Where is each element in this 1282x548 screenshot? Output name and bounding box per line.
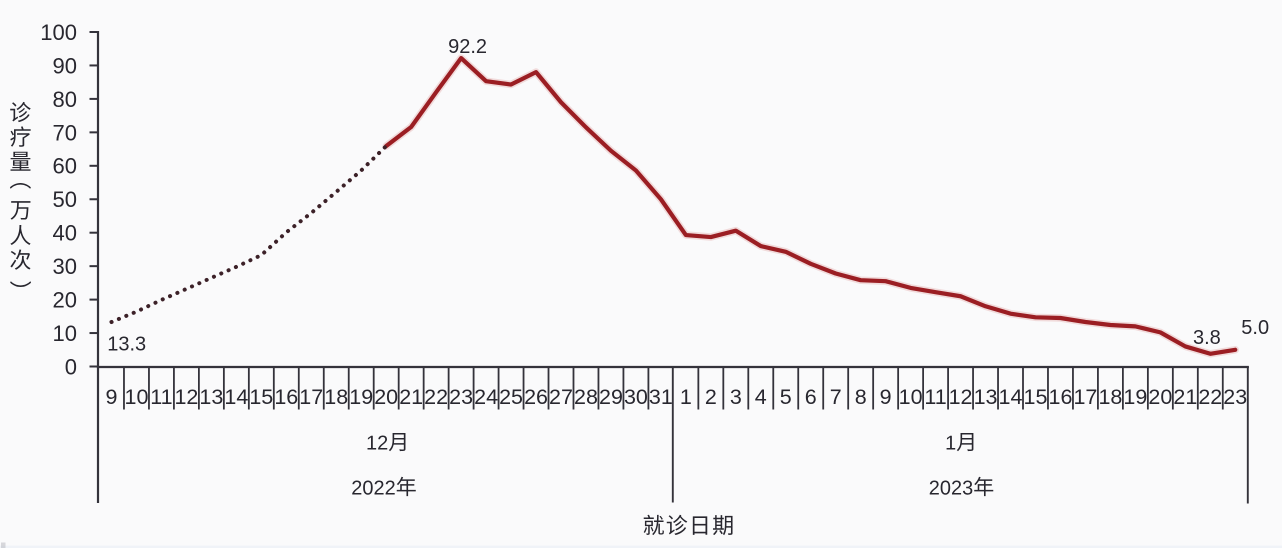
svg-text:20: 20	[1148, 385, 1172, 409]
svg-text:4: 4	[755, 385, 767, 409]
svg-text:14: 14	[999, 385, 1023, 409]
svg-text:9: 9	[880, 385, 892, 409]
svg-text:27: 27	[549, 385, 573, 409]
svg-text:40: 40	[53, 221, 77, 246]
svg-text:12: 12	[949, 385, 973, 409]
svg-text:30: 30	[53, 254, 77, 279]
svg-text:100: 100	[40, 20, 77, 45]
svg-text:17: 17	[299, 385, 323, 409]
svg-text:20: 20	[374, 385, 398, 409]
svg-text:0: 0	[65, 354, 77, 379]
svg-text:5: 5	[780, 385, 792, 409]
svg-text:2: 2	[705, 385, 717, 409]
svg-text:3: 3	[730, 385, 742, 409]
svg-text:12: 12	[174, 385, 198, 409]
svg-text:23: 23	[449, 385, 473, 409]
svg-text:19: 19	[349, 385, 373, 409]
svg-text:5.0: 5.0	[1241, 317, 1269, 339]
svg-text:13: 13	[974, 385, 998, 409]
svg-text:29: 29	[599, 385, 623, 409]
svg-text:20: 20	[53, 288, 77, 313]
svg-text:11: 11	[150, 385, 172, 409]
svg-text:18: 18	[324, 385, 348, 409]
svg-text:18: 18	[1098, 385, 1122, 409]
svg-text:25: 25	[499, 385, 523, 409]
svg-text:8: 8	[855, 385, 867, 409]
svg-text:80: 80	[53, 87, 77, 112]
svg-text:19: 19	[1123, 385, 1147, 409]
svg-text:10: 10	[899, 385, 923, 409]
svg-text:1: 1	[680, 385, 692, 409]
svg-text:6: 6	[805, 385, 817, 409]
svg-text:30: 30	[624, 385, 648, 409]
svg-text:16: 16	[274, 385, 298, 409]
svg-text:15: 15	[1024, 385, 1048, 409]
svg-text:92.2: 92.2	[448, 36, 487, 58]
svg-text:26: 26	[524, 385, 548, 409]
svg-text:3.8: 3.8	[1193, 327, 1221, 349]
svg-text:70: 70	[53, 120, 77, 145]
svg-text:13: 13	[199, 385, 223, 409]
svg-text:24: 24	[474, 385, 498, 409]
svg-text:16: 16	[1048, 385, 1072, 409]
svg-text:7: 7	[830, 385, 842, 409]
svg-text:10: 10	[53, 321, 77, 346]
svg-text:90: 90	[53, 53, 77, 78]
svg-text:10: 10	[124, 385, 148, 409]
svg-text:9: 9	[106, 385, 118, 409]
svg-text:15: 15	[249, 385, 273, 409]
svg-text:28: 28	[574, 385, 598, 409]
svg-text:50: 50	[53, 187, 77, 212]
svg-text:11: 11	[924, 385, 946, 409]
svg-text:60: 60	[53, 154, 77, 179]
svg-text:17: 17	[1073, 385, 1097, 409]
svg-text:21: 21	[399, 385, 423, 409]
svg-text:13.3: 13.3	[107, 334, 146, 356]
svg-text:14: 14	[224, 385, 248, 409]
svg-text:23: 23	[1223, 385, 1247, 409]
svg-text:22: 22	[1198, 385, 1222, 409]
svg-text:22: 22	[424, 385, 448, 409]
svg-text:21: 21	[1173, 385, 1197, 409]
svg-text:31: 31	[649, 385, 673, 409]
